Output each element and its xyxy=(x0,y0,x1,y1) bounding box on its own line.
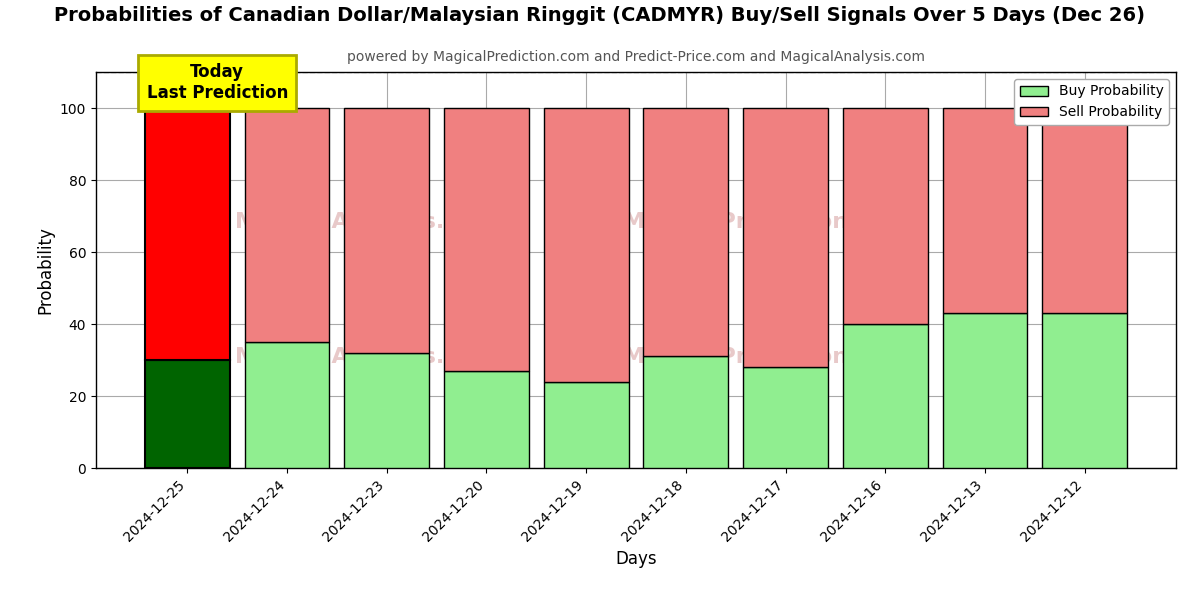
Bar xyxy=(643,108,728,356)
Bar xyxy=(942,108,1027,313)
Bar xyxy=(444,371,529,468)
Bar xyxy=(245,108,330,342)
Bar xyxy=(344,353,430,468)
Text: MagicalPrediction.com: MagicalPrediction.com xyxy=(623,347,908,367)
Bar xyxy=(1042,108,1127,313)
Bar xyxy=(544,382,629,468)
Bar xyxy=(544,108,629,382)
Bar xyxy=(145,360,230,468)
Bar xyxy=(643,356,728,468)
Y-axis label: Probability: Probability xyxy=(36,226,54,314)
Bar xyxy=(842,324,928,468)
X-axis label: Days: Days xyxy=(616,550,656,568)
Legend: Buy Probability, Sell Probability: Buy Probability, Sell Probability xyxy=(1014,79,1169,125)
Bar xyxy=(842,108,928,324)
Bar xyxy=(942,313,1027,468)
Text: MagicalAnalysis.com: MagicalAnalysis.com xyxy=(235,347,497,367)
Bar xyxy=(344,108,430,353)
Bar xyxy=(444,108,529,371)
Text: Today
Last Prediction: Today Last Prediction xyxy=(146,64,288,102)
Bar xyxy=(145,108,230,360)
Title: powered by MagicalPrediction.com and Predict-Price.com and MagicalAnalysis.com: powered by MagicalPrediction.com and Pre… xyxy=(347,50,925,64)
Text: Probabilities of Canadian Dollar/Malaysian Ringgit (CADMYR) Buy/Sell Signals Ove: Probabilities of Canadian Dollar/Malaysi… xyxy=(54,6,1146,25)
Text: MagicalAnalysis.com: MagicalAnalysis.com xyxy=(235,212,497,232)
Bar xyxy=(1042,313,1127,468)
Bar xyxy=(743,108,828,367)
Bar xyxy=(245,342,330,468)
Text: MagicalPrediction.com: MagicalPrediction.com xyxy=(623,212,908,232)
Bar xyxy=(743,367,828,468)
